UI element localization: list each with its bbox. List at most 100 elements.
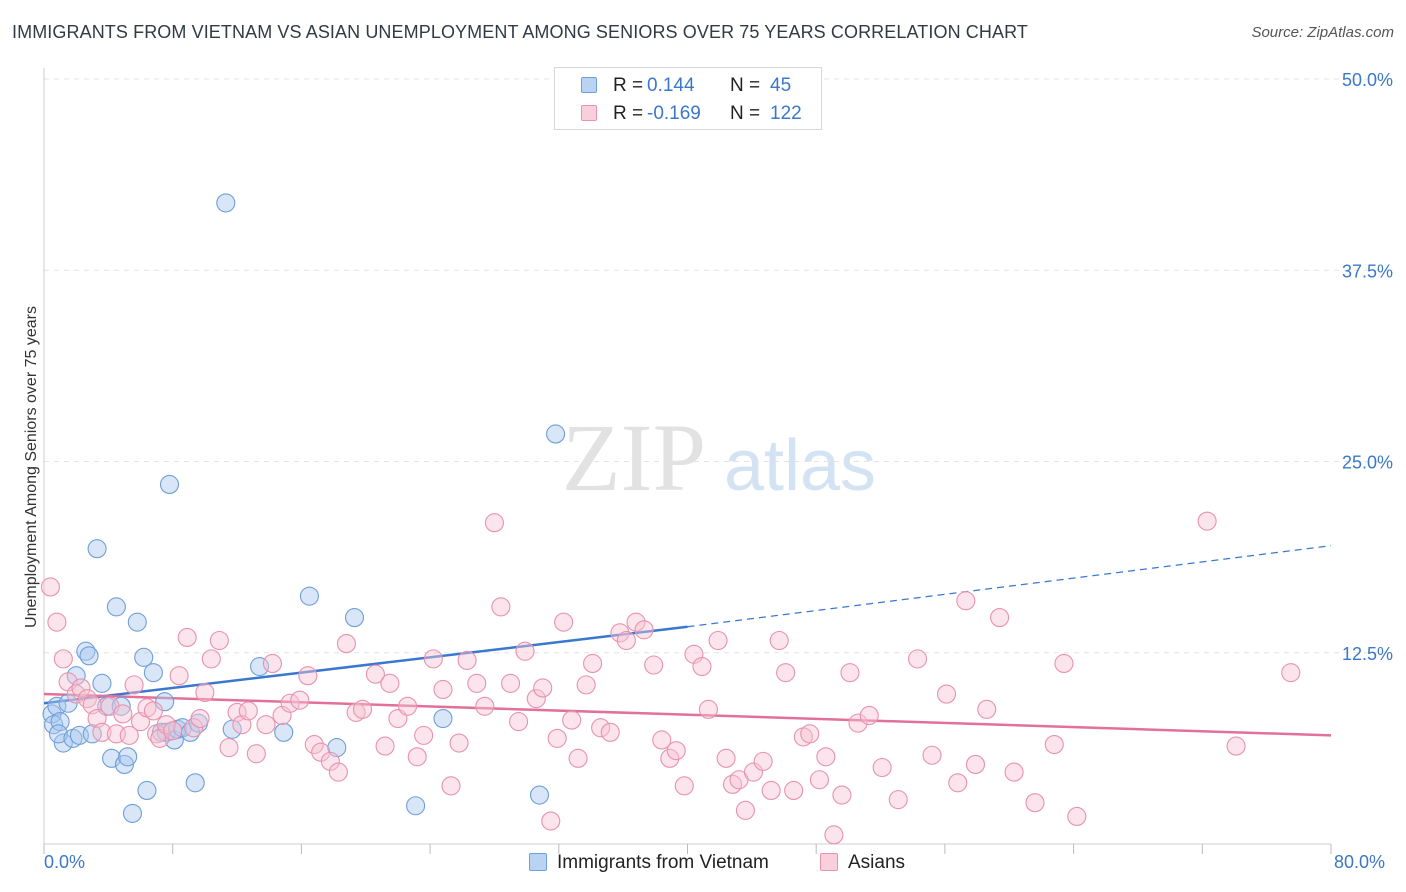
point-vietnam bbox=[344, 608, 365, 628]
r-value: 0.144 bbox=[647, 75, 695, 96]
point-asians bbox=[977, 699, 997, 719]
point-asians bbox=[872, 757, 892, 778]
point-asians bbox=[246, 744, 266, 764]
legend-item-vietnam: Immigrants from Vietnam bbox=[529, 852, 769, 874]
point-asians bbox=[652, 730, 672, 750]
point-vietnam bbox=[47, 696, 67, 716]
point-vietnam bbox=[185, 773, 205, 793]
point-vietnam bbox=[118, 747, 138, 767]
point-vietnam bbox=[137, 780, 157, 801]
legend-label-asians: Asians bbox=[848, 852, 906, 873]
point-vietnam bbox=[92, 673, 112, 693]
point-asians bbox=[423, 649, 443, 669]
point-asians bbox=[816, 747, 836, 767]
n-value: 122 bbox=[770, 103, 802, 124]
point-asians bbox=[414, 725, 434, 745]
trendline-vietnam bbox=[43, 625, 688, 705]
point-asians bbox=[674, 776, 694, 796]
point-asians bbox=[776, 663, 796, 683]
point-asians bbox=[568, 748, 588, 768]
point-asians bbox=[1025, 793, 1045, 813]
point-asians bbox=[848, 713, 868, 733]
point-asians bbox=[71, 678, 91, 698]
point-asians bbox=[554, 612, 574, 632]
legend-label-vietnam: Immigrants from Vietnam bbox=[557, 852, 769, 873]
point-asians bbox=[365, 664, 385, 684]
r-value: -0.169 bbox=[647, 103, 701, 124]
point-asians bbox=[290, 690, 310, 710]
point-asians bbox=[352, 699, 373, 719]
point-asians bbox=[201, 649, 221, 669]
point-asians bbox=[888, 790, 908, 810]
point-asians bbox=[610, 623, 630, 643]
point-asians bbox=[143, 701, 163, 721]
point-asians bbox=[965, 754, 986, 774]
point-asians bbox=[298, 666, 318, 686]
point-asians bbox=[336, 634, 356, 654]
y-tick-label: 50.0% bbox=[1342, 70, 1393, 90]
point-asians bbox=[124, 675, 144, 695]
stats-legend: R = 0.144 N = 45 R = -0.169 N = 122 bbox=[554, 67, 822, 130]
point-asians bbox=[600, 722, 620, 742]
point-asians bbox=[304, 734, 324, 755]
point-vietnam bbox=[127, 612, 147, 632]
point-asians bbox=[119, 725, 139, 745]
point-asians bbox=[761, 780, 781, 801]
point-asians bbox=[491, 597, 511, 617]
point-asians bbox=[859, 705, 879, 726]
point-asians bbox=[908, 649, 928, 669]
point-asians bbox=[92, 722, 112, 742]
point-asians bbox=[433, 679, 453, 700]
point-asians bbox=[380, 673, 400, 693]
point-asians bbox=[616, 630, 636, 651]
point-asians bbox=[195, 682, 215, 703]
point-vietnam bbox=[134, 647, 154, 667]
point-asians bbox=[256, 715, 276, 735]
point-asians bbox=[990, 608, 1010, 628]
swatch-asians bbox=[581, 105, 597, 121]
point-asians bbox=[375, 736, 395, 756]
point-asians bbox=[922, 745, 942, 765]
point-vietnam bbox=[143, 663, 163, 683]
point-asians bbox=[809, 770, 829, 790]
point-asians bbox=[47, 612, 67, 632]
point-vietnam bbox=[111, 696, 131, 716]
point-asians bbox=[698, 699, 718, 719]
point-vietnam bbox=[79, 646, 99, 666]
stats-row-vietnam: R = 0.144 N = 45 bbox=[555, 73, 821, 99]
point-asians bbox=[1044, 734, 1064, 755]
n-label: N = bbox=[730, 75, 761, 96]
point-asians bbox=[735, 800, 755, 820]
trendline-vietnam-extension bbox=[687, 545, 1332, 628]
r-label: R = bbox=[613, 103, 644, 124]
point-vietnam bbox=[529, 785, 550, 805]
point-asians bbox=[666, 741, 686, 761]
x-tick-label-min: 0.0% bbox=[44, 852, 86, 872]
n-value: 45 bbox=[770, 75, 792, 96]
point-asians bbox=[238, 701, 258, 721]
point-asians bbox=[209, 630, 229, 651]
point-vietnam bbox=[299, 586, 319, 606]
point-asians bbox=[40, 577, 60, 597]
point-asians bbox=[320, 751, 340, 771]
point-vietnam bbox=[546, 424, 566, 444]
point-vietnam bbox=[114, 754, 134, 774]
point-vietnam bbox=[106, 597, 126, 617]
point-asians bbox=[457, 650, 477, 670]
point-vietnam bbox=[50, 712, 70, 732]
point-vietnam bbox=[82, 724, 102, 744]
point-asians bbox=[467, 673, 487, 693]
source-label: Source: ZipAtlas.com bbox=[1251, 24, 1394, 41]
point-asians bbox=[1004, 762, 1024, 782]
point-asians bbox=[163, 721, 183, 741]
point-asians bbox=[328, 762, 348, 782]
point-asians bbox=[484, 513, 505, 533]
watermark-atlas: atlas bbox=[724, 426, 876, 506]
point-asians bbox=[784, 780, 804, 801]
point-vietnam bbox=[48, 724, 69, 744]
point-asians bbox=[708, 630, 728, 651]
point-asians bbox=[948, 773, 968, 793]
y-tick-label: 12.5% bbox=[1342, 644, 1393, 664]
point-asians bbox=[113, 704, 133, 724]
point-vietnam bbox=[122, 803, 143, 823]
